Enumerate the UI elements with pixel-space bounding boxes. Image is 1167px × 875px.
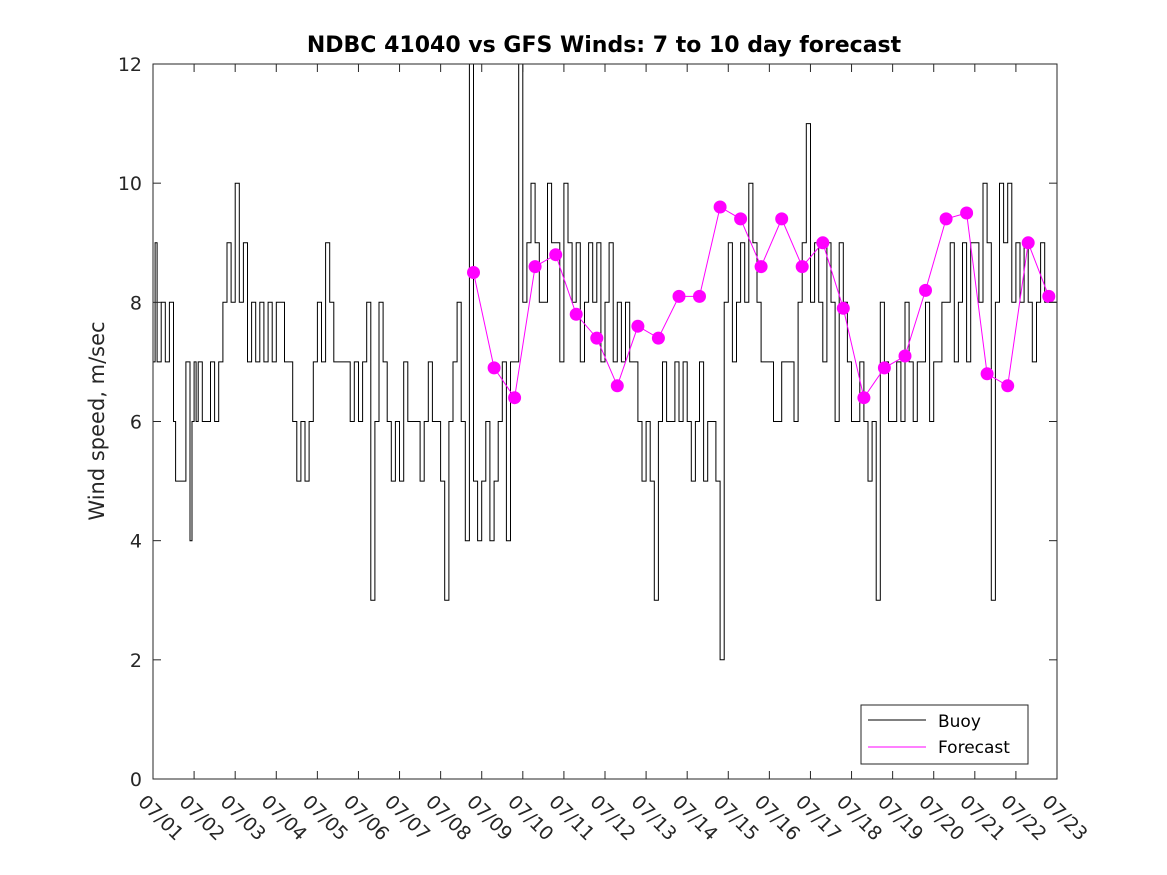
forecast-marker [754, 260, 768, 274]
legend-box [860, 704, 1029, 765]
forecast-marker [734, 212, 748, 226]
forecast-marker [836, 301, 850, 315]
forecast-marker [1001, 379, 1015, 393]
forecast-marker [1042, 289, 1056, 303]
forecast-marker [919, 283, 932, 297]
forecast-marker [775, 212, 789, 226]
forecast-marker [795, 260, 809, 274]
forecast-marker [467, 266, 480, 279]
legend: Buoy Forecast [860, 704, 1029, 765]
forecast-marker [713, 200, 727, 214]
y-tick-label: 2 [130, 650, 142, 672]
forecast-marker [549, 248, 563, 262]
forecast-marker [487, 361, 501, 375]
legend-buoy-label: Buoy [938, 712, 981, 732]
y-tick-label: 8 [130, 292, 142, 314]
forecast-marker [590, 331, 604, 345]
forecast-marker [610, 379, 624, 393]
forecast-marker [528, 260, 542, 274]
forecast-marker [939, 212, 953, 226]
forecast-marker [651, 331, 665, 345]
forecast-marker [816, 236, 830, 250]
forecast-marker [1021, 236, 1035, 250]
forecast-marker [857, 391, 871, 405]
forecast-marker [672, 289, 686, 303]
plot-area [153, 64, 1057, 779]
chart-title: NDBC 41040 vs GFS Winds: 7 to 10 day for… [307, 33, 902, 58]
y-tick-label: 0 [130, 769, 142, 791]
y-tick-label: 10 [118, 173, 142, 195]
forecast-marker [508, 391, 522, 405]
plot-layer [153, 64, 1057, 661]
forecast-marker [693, 289, 706, 303]
forecast-marker [631, 319, 645, 333]
y-tick-label: 6 [130, 412, 142, 434]
forecast-marker [877, 361, 891, 375]
forecast-marker [898, 349, 912, 363]
buoy-series-line [153, 64, 1057, 661]
y-tick-label: 12 [118, 54, 142, 76]
legend-forecast-label: Forecast [938, 738, 1010, 758]
forecast-marker [960, 206, 974, 220]
forecast-marker [569, 307, 583, 321]
y-tick-label: 4 [130, 531, 142, 553]
forecast-marker [980, 367, 994, 381]
y-axis-label: Wind speed, m/sec [85, 321, 109, 520]
